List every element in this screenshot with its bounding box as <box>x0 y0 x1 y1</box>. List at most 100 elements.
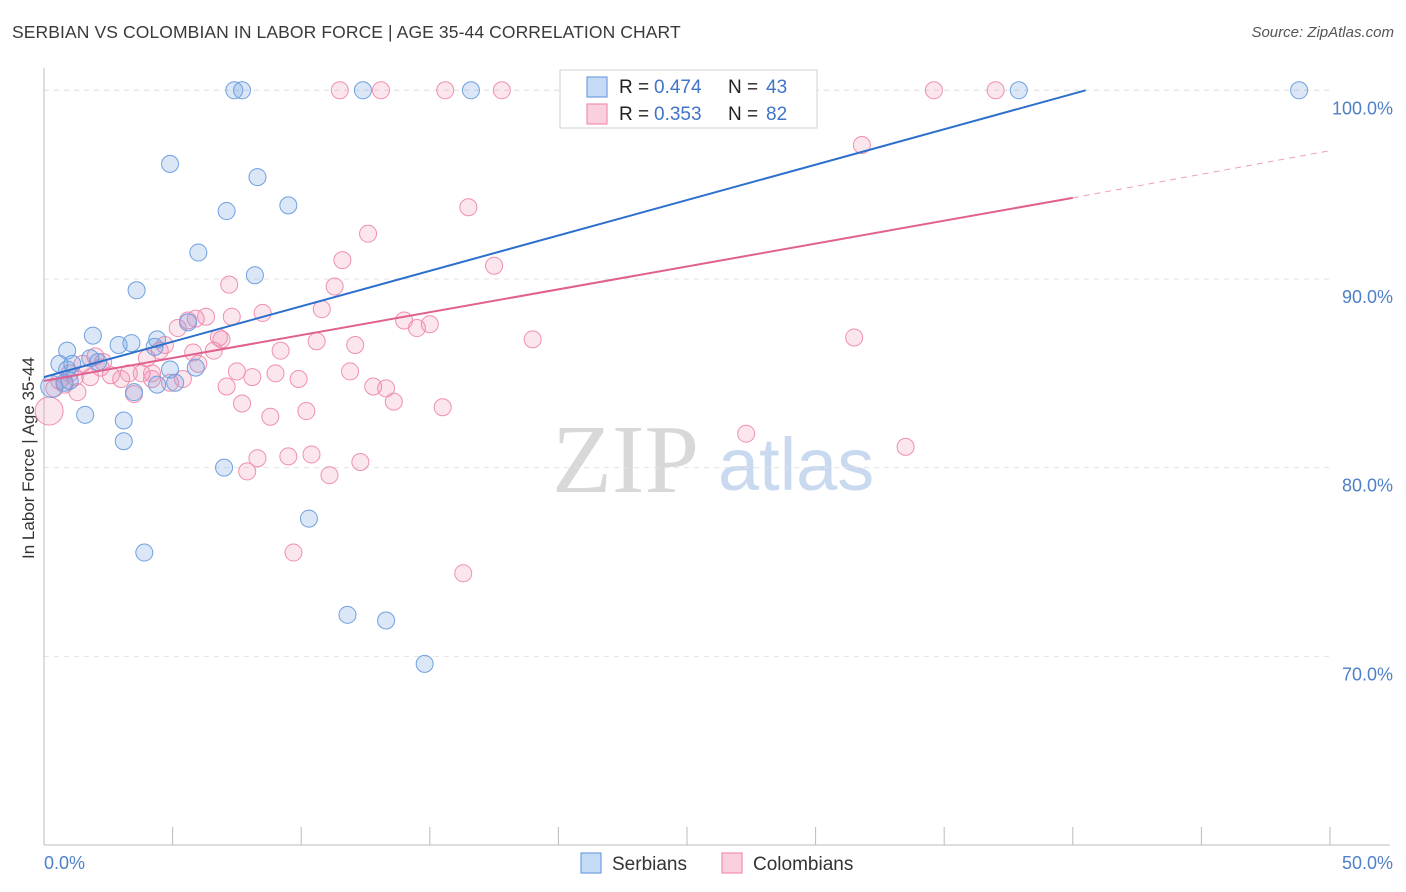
colombians-point-74 <box>986 81 1005 100</box>
chart-source: Source: ZipAtlas.com <box>1251 24 1394 41</box>
serbians-point-13 <box>122 334 141 353</box>
serbians-point-36 <box>225 81 244 100</box>
colombians-point-27 <box>212 330 231 349</box>
legend-swatch-serbians <box>586 76 608 98</box>
y-tick-label-0: 70.0% <box>1342 664 1393 684</box>
colombians-point-50 <box>346 336 365 355</box>
colombians-point-72 <box>852 136 871 155</box>
serbians-point-14 <box>76 405 95 424</box>
legend-r-value-serbians: 0.474 <box>654 77 702 98</box>
serbians-point-30 <box>245 266 264 285</box>
serbians-point-31 <box>279 196 298 215</box>
colombians-points <box>34 81 1005 583</box>
serbians-point-23 <box>179 313 198 332</box>
serbians-point-28 <box>161 154 180 173</box>
colombians-point-49 <box>341 362 360 381</box>
colombians-point-54 <box>377 379 396 398</box>
serbians-point-19 <box>148 330 167 349</box>
axes <box>43 68 1390 846</box>
colombians-point-29 <box>222 307 241 326</box>
series-legend: Serbians Colombians <box>580 852 853 875</box>
colombians-point-40 <box>284 543 303 562</box>
colombians-point-20 <box>168 319 187 338</box>
colombians-point-41 <box>289 369 308 388</box>
serbians-point-12 <box>114 411 133 430</box>
y-tick-label-2: 90.0% <box>1342 287 1393 307</box>
colombians-point-37 <box>266 364 285 383</box>
y-tick-label-3: 100.0% <box>1332 98 1393 118</box>
x-tick-label-0: 0.0% <box>44 853 85 873</box>
legend-r-label-colombians: R = <box>619 104 649 125</box>
colombians-point-34 <box>248 449 267 468</box>
serbians-trend-line <box>43 89 1086 379</box>
legend-r-label-serbians: R = <box>619 77 649 98</box>
serbians-point-15 <box>114 432 133 451</box>
serbians-point-35 <box>415 654 434 673</box>
colombians-point-32 <box>238 462 257 481</box>
y-axis-label: In Labor Force | Age 35-44 <box>19 357 38 559</box>
serbians-point-37 <box>233 81 252 100</box>
colombians-point-58 <box>420 315 439 334</box>
serbians-point-33 <box>338 605 357 624</box>
serbians-point-25 <box>189 243 208 262</box>
colombians-point-77 <box>436 81 455 100</box>
colombians-point-73 <box>896 437 915 456</box>
serbians-point-6 <box>58 341 77 360</box>
colombians-point-48 <box>333 251 352 270</box>
serbians-point-26 <box>217 202 236 221</box>
serbians-point-9 <box>83 326 102 345</box>
colombians-point-66 <box>220 275 239 294</box>
colombians-point-51 <box>351 452 370 471</box>
bottom-legend-swatch-colombians <box>721 852 743 874</box>
serbians-point-17 <box>135 543 154 562</box>
colombians-point-70 <box>737 424 756 443</box>
serbians-point-34 <box>377 611 396 630</box>
colombians-point-61 <box>459 198 478 217</box>
serbians-point-21 <box>161 360 180 379</box>
serbians-point-39 <box>461 81 480 100</box>
colombians-point-33 <box>243 368 262 387</box>
legend-r-value-colombians: 0.353 <box>654 104 702 125</box>
colombians-point-10 <box>101 366 120 385</box>
colombians-point-75 <box>330 81 349 100</box>
colombians-point-36 <box>261 407 280 426</box>
colombians-point-81 <box>924 81 943 100</box>
colombians-point-71 <box>845 328 864 347</box>
watermark: ZIP atlas <box>552 406 874 514</box>
legend-n-value-colombians: 82 <box>766 104 787 125</box>
colombians-point-39 <box>279 447 298 466</box>
serbians-point-43 <box>1290 81 1309 100</box>
colombians-point-47 <box>325 277 344 296</box>
serbians-point-42 <box>1009 81 1028 100</box>
serbians-point-24 <box>186 358 205 377</box>
y-tick-labels: 70.0% 80.0% 90.0% 100.0% <box>1332 98 1393 684</box>
colombians-point-38 <box>271 341 290 360</box>
colombians-point-59 <box>433 398 452 417</box>
serbians-point-20 <box>148 375 167 394</box>
chart-title: SERBIAN VS COLOMBIAN IN LABOR FORCE | AG… <box>12 22 681 42</box>
colombians-point-67 <box>143 364 162 383</box>
colombians-point-55 <box>384 392 403 411</box>
colombians-point-44 <box>307 332 326 351</box>
colombians-point-42 <box>297 402 316 421</box>
legend-n-value-serbians: 43 <box>766 77 787 98</box>
colombians-trend-extension <box>1072 150 1331 199</box>
colombians-point-28 <box>217 377 236 396</box>
watermark-atlas: atlas <box>718 423 874 506</box>
serbians-point-22 <box>166 373 185 392</box>
colombians-point-62 <box>485 256 504 275</box>
legend-n-label-colombians: N = <box>728 104 758 125</box>
x-tick-labels: 0.0% 50.0% <box>44 853 1393 873</box>
colombians-point-31 <box>233 394 252 413</box>
legend-swatch-colombians <box>586 103 608 125</box>
x-tick-label-1: 50.0% <box>1342 853 1393 873</box>
colombians-point-46 <box>320 466 339 485</box>
colombians-point-16 <box>143 369 162 388</box>
serbians-point-32 <box>299 509 318 528</box>
colombians-point-63 <box>523 330 542 349</box>
colombians-point-52 <box>359 224 378 243</box>
colombians-point-60 <box>454 564 473 583</box>
colombians-point-43 <box>302 445 321 464</box>
bottom-legend-serbians: Serbians <box>612 854 687 875</box>
